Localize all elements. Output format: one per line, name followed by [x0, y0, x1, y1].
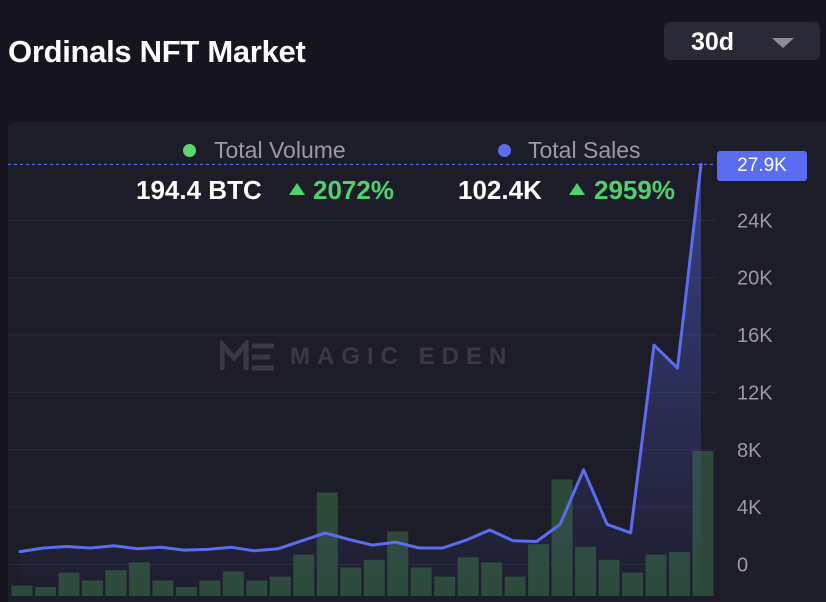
time-range-select[interactable]: 30d [664, 22, 820, 60]
sales-area [20, 164, 701, 596]
magic-eden-logo-icon [220, 340, 274, 371]
y-tick-label: 4K [737, 497, 762, 519]
y-tick-label: 16K [737, 325, 773, 347]
y-tick-label: 12K [737, 382, 773, 404]
volume-legend-dot-icon [183, 144, 196, 157]
sales-change: 2959% [594, 175, 675, 205]
sales-line [18, 162, 703, 554]
y-tick-label: 20K [737, 268, 773, 290]
y-tick-label: 8K [737, 440, 762, 462]
y-tick-label: 24K [737, 210, 773, 232]
y-tick-label: 0 [737, 554, 748, 576]
watermark-text: MAGIC EDEN [290, 343, 514, 370]
page-title: Ordinals NFT Market [8, 34, 306, 69]
sales-legend-label[interactable]: Total Sales [528, 137, 641, 163]
up-arrow-icon [569, 183, 585, 195]
sales-legend-dot-icon [498, 144, 511, 157]
volume-legend-label[interactable]: Total Volume [214, 137, 346, 163]
volume-change: 2072% [313, 175, 394, 205]
sales-total: 102.4K [458, 175, 542, 205]
chevron-down-icon[interactable] [772, 38, 794, 48]
up-arrow-icon [289, 183, 305, 195]
time-range-value: 30d [691, 28, 735, 56]
current-value-badge: 27.9K [717, 151, 807, 181]
volume-total: 194.4 BTC [136, 175, 262, 205]
